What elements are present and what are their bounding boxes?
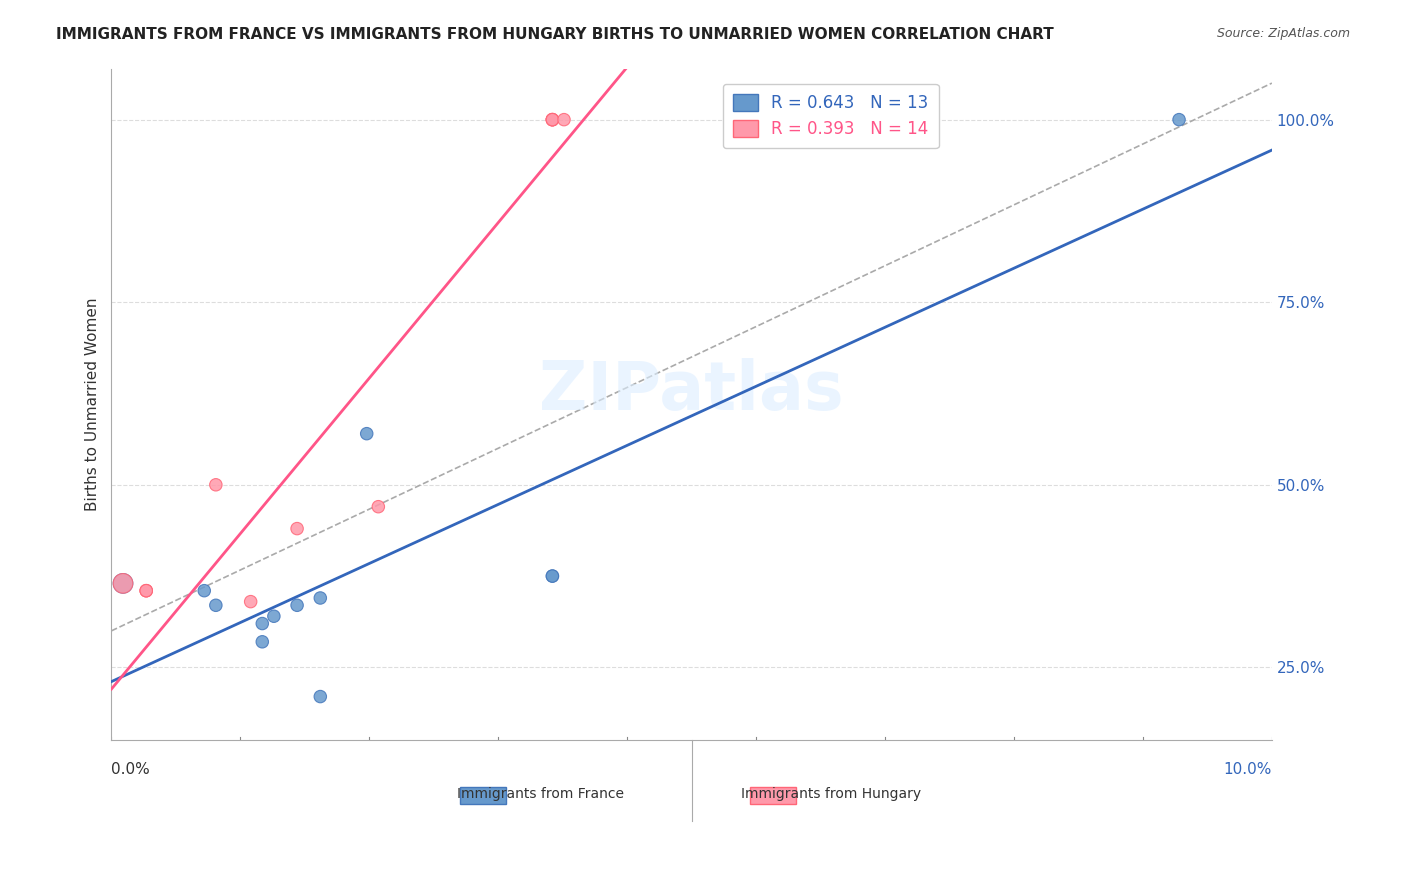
Text: Immigrants from France: Immigrants from France — [457, 787, 624, 801]
Text: 10.0%: 10.0% — [1223, 763, 1272, 777]
Point — [135, 583, 157, 598]
Point — [541, 112, 564, 127]
Text: 0.0%: 0.0% — [111, 763, 150, 777]
Point — [205, 477, 228, 491]
Point — [193, 583, 215, 598]
Point — [252, 616, 274, 631]
Point — [239, 594, 262, 608]
Point — [285, 599, 308, 613]
Point — [285, 522, 308, 536]
Legend: R = 0.643   N = 13, R = 0.393   N = 14: R = 0.643 N = 13, R = 0.393 N = 14 — [723, 84, 939, 148]
Point — [1168, 112, 1191, 127]
Point — [252, 635, 274, 649]
Text: ZIPatlas: ZIPatlas — [540, 358, 844, 424]
Point — [111, 576, 134, 591]
Text: Immigrants from Hungary: Immigrants from Hungary — [741, 787, 921, 801]
Point — [541, 112, 564, 127]
FancyBboxPatch shape — [460, 788, 506, 805]
Text: IMMIGRANTS FROM FRANCE VS IMMIGRANTS FROM HUNGARY BIRTHS TO UNMARRIED WOMEN CORR: IMMIGRANTS FROM FRANCE VS IMMIGRANTS FRO… — [56, 27, 1054, 42]
Point — [111, 576, 134, 591]
Point — [541, 569, 564, 583]
Point — [541, 112, 564, 127]
Point — [263, 609, 285, 624]
Point — [541, 112, 564, 127]
FancyBboxPatch shape — [749, 788, 796, 805]
Point — [367, 500, 389, 514]
Y-axis label: Births to Unmarried Women: Births to Unmarried Women — [86, 298, 100, 511]
Point — [309, 591, 332, 605]
Point — [541, 569, 564, 583]
Point — [309, 690, 332, 704]
Point — [135, 583, 157, 598]
Point — [239, 744, 262, 758]
Text: Source: ZipAtlas.com: Source: ZipAtlas.com — [1216, 27, 1350, 40]
Point — [135, 583, 157, 598]
Point — [553, 112, 575, 127]
Point — [356, 426, 378, 441]
Point — [205, 599, 228, 613]
